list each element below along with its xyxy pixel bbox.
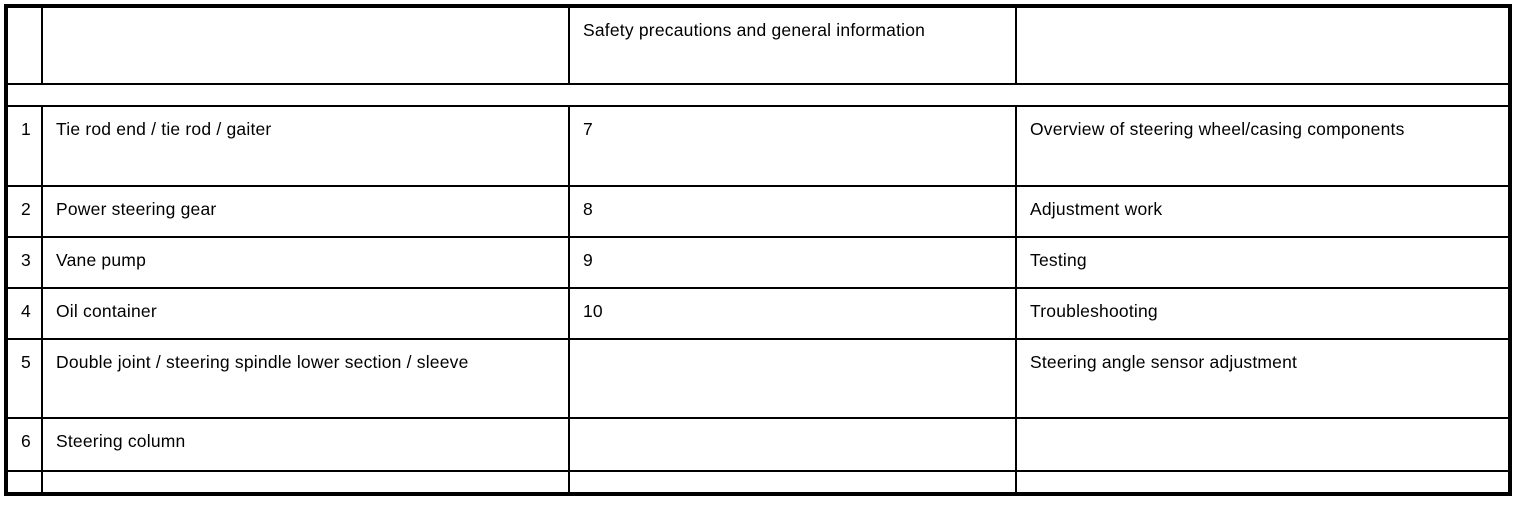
topic-cell: Troubleshooting: [1015, 287, 1511, 340]
table-row: 4 Oil container 10 Troubleshooting: [5, 287, 1511, 340]
topic-cell: Steering angle sensor adjustment: [1015, 338, 1511, 419]
table-row: 5 Double joint / steering spindle lower …: [5, 338, 1511, 419]
spacer-cell: [1015, 470, 1511, 495]
table-row: 1 Tie rod end / tie rod / gaiter 7 Overv…: [5, 105, 1511, 187]
page-number-cell: [568, 338, 1017, 419]
row-number-cell: 1: [5, 105, 43, 187]
spacer-cell: [568, 470, 1017, 495]
row-number-cell: 3: [5, 236, 43, 289]
table-row: 3 Vane pump 9 Testing: [5, 236, 1511, 289]
header-safety-cell: Safety precautions and general informati…: [568, 5, 1017, 85]
spacer-row-top: [5, 83, 1511, 107]
table-row: 2 Power steering gear 8 Adjustment work: [5, 185, 1511, 238]
topic-cell: [1015, 417, 1511, 472]
row-number-cell: 6: [5, 417, 43, 472]
spacer-cell: [5, 83, 1511, 107]
item-cell: Vane pump: [41, 236, 570, 289]
spacer-cell: [5, 470, 43, 495]
row-number-cell: 2: [5, 185, 43, 238]
header-item-cell: [41, 5, 570, 85]
item-cell: Oil container: [41, 287, 570, 340]
contents-table: Safety precautions and general informati…: [4, 4, 1512, 496]
page-number-cell: 9: [568, 236, 1017, 289]
topic-cell: Testing: [1015, 236, 1511, 289]
header-topic-cell: [1015, 5, 1511, 85]
page-number-cell: [568, 417, 1017, 472]
topic-cell: Adjustment work: [1015, 185, 1511, 238]
item-cell: Steering column: [41, 417, 570, 472]
page-number-cell: 8: [568, 185, 1017, 238]
header-row: Safety precautions and general informati…: [5, 5, 1511, 85]
row-number-cell: 4: [5, 287, 43, 340]
item-cell: Double joint / steering spindle lower se…: [41, 338, 570, 419]
page-number-cell: 7: [568, 105, 1017, 187]
topic-cell: Overview of steering wheel/casing compon…: [1015, 105, 1511, 187]
table-row: 6 Steering column: [5, 417, 1511, 472]
item-cell: Tie rod end / tie rod / gaiter: [41, 105, 570, 187]
spacer-cell: [41, 470, 570, 495]
page-number-cell: 10: [568, 287, 1017, 340]
item-cell: Power steering gear: [41, 185, 570, 238]
spacer-row-bottom: [5, 470, 1511, 495]
header-num-cell: [5, 5, 43, 85]
row-number-cell: 5: [5, 338, 43, 419]
